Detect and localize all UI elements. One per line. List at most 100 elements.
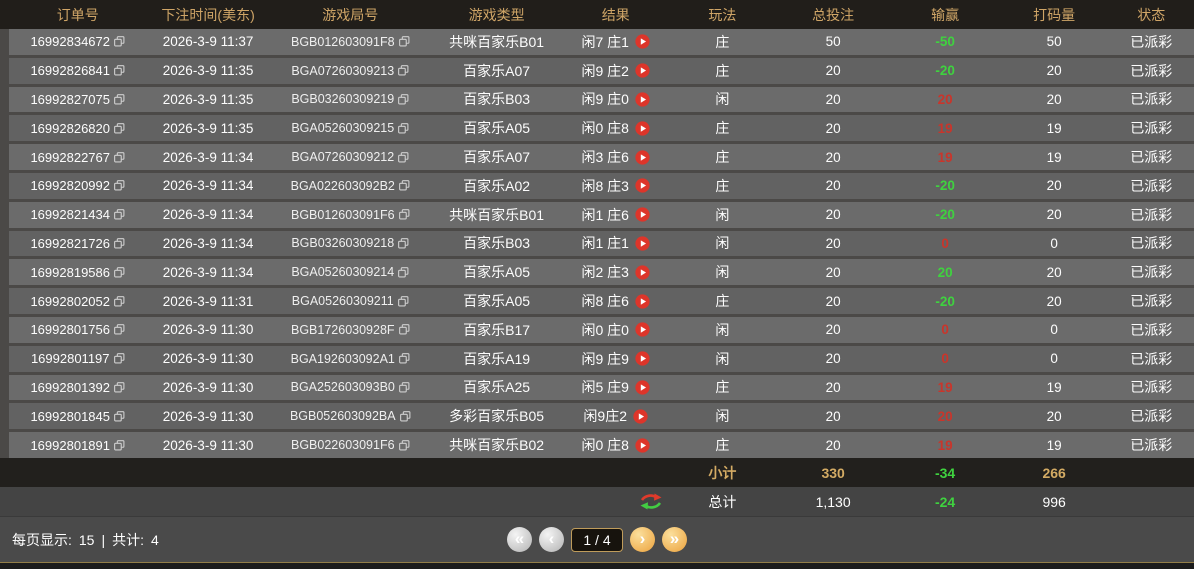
copy-icon[interactable]	[114, 94, 125, 105]
play-icon[interactable]	[635, 207, 650, 222]
turnover: 19	[1046, 120, 1062, 136]
table-row: 16992819586 2026-3-9 11:34 BGA05260309214 百…	[9, 259, 1194, 286]
copy-icon[interactable]	[398, 324, 410, 335]
result-text: 闲1 庄1	[581, 235, 629, 252]
status: 已派彩	[1130, 408, 1173, 425]
table-row: 16992827075 2026-3-9 11:35 BGB03260309219 百…	[9, 86, 1194, 113]
play-icon[interactable]	[633, 409, 648, 424]
copy-icon[interactable]	[114, 65, 125, 76]
copy-icon[interactable]	[114, 209, 125, 220]
play-icon[interactable]	[635, 236, 650, 251]
copy-icon[interactable]	[114, 439, 125, 451]
total-bet: 20	[825, 408, 841, 424]
total-bet: 20	[825, 264, 841, 280]
order-cell: 16992801891	[9, 438, 146, 453]
copy-icon[interactable]	[114, 324, 125, 335]
next-page-button[interactable]: ›	[630, 527, 655, 552]
copy-icon[interactable]	[398, 180, 410, 191]
play-icon[interactable]	[635, 265, 650, 280]
result-text: 闲3 庄6	[581, 149, 629, 166]
order-cell: 16992819586	[9, 265, 146, 280]
play-icon[interactable]	[635, 63, 650, 78]
round-cell: BGA05260309215	[270, 121, 431, 135]
total-row: 总计 1,130 -24 996	[0, 487, 1194, 517]
copy-icon[interactable]	[398, 353, 410, 364]
copy-icon[interactable]	[114, 295, 125, 307]
copy-icon[interactable]	[399, 410, 411, 422]
col-win-loss: 输赢	[931, 6, 960, 23]
col-play: 玩法	[708, 6, 737, 23]
play-icon[interactable]	[635, 121, 650, 136]
play-icon[interactable]	[635, 149, 650, 165]
total-bet: 20	[825, 437, 841, 453]
play-icon[interactable]	[635, 293, 650, 309]
play-icon[interactable]	[635, 437, 650, 453]
copy-icon[interactable]	[114, 266, 125, 278]
last-page-icon: »	[669, 529, 680, 548]
copy-icon[interactable]	[398, 382, 410, 393]
status: 已派彩	[1130, 91, 1173, 108]
result-text: 闲0 庄8	[581, 120, 629, 137]
result-cell: 闲7 庄1	[562, 32, 669, 52]
table-header: 订单号 下注时间(美东) 游戏局号 游戏类型 结果 玩法 总投注 输赢 打码量 …	[0, 0, 1194, 29]
page-indicator-input[interactable]: 1 / 4	[571, 527, 623, 552]
first-page-button[interactable]: «	[507, 527, 532, 552]
copy-icon[interactable]	[114, 238, 125, 249]
table-row: 16992801392 2026-3-9 11:30 BGA252603093B0 百…	[9, 374, 1194, 401]
bet-time: 2026-3-9 11:34	[162, 207, 254, 223]
game-type: 百家乐A07	[463, 149, 531, 166]
play-icon[interactable]	[635, 380, 650, 395]
order-number: 16992801392	[30, 379, 110, 395]
subtotal-turnover: 266	[1042, 464, 1066, 481]
col-status: 状态	[1137, 6, 1166, 23]
swap-icon[interactable]	[639, 493, 663, 510]
turnover: 0	[1050, 351, 1058, 367]
table-row: 16992826820 2026-3-9 11:35 BGA05260309215 百…	[9, 115, 1194, 142]
win-loss: 20	[937, 408, 953, 424]
game-type: 共咪百家乐B01	[449, 206, 545, 223]
copy-icon[interactable]	[114, 151, 125, 163]
turnover: 19	[1046, 379, 1062, 395]
win-loss: 19	[937, 120, 953, 136]
copy-icon[interactable]	[398, 122, 409, 134]
play-icon[interactable]	[635, 351, 650, 366]
game-type: 百家乐A05	[463, 264, 531, 281]
copy-icon[interactable]	[113, 353, 125, 364]
copy-icon[interactable]	[398, 151, 409, 163]
round-number: BGA05260309215	[291, 121, 395, 136]
copy-icon[interactable]	[114, 180, 125, 191]
copy-icon[interactable]	[398, 36, 410, 47]
turnover: 20	[1046, 264, 1062, 280]
copy-icon[interactable]	[114, 382, 125, 393]
play-icon[interactable]	[635, 92, 650, 107]
total-bet: 20	[825, 91, 841, 107]
order-number: 16992826841	[30, 63, 110, 79]
order-number: 16992834672	[30, 34, 110, 50]
copy-icon[interactable]	[114, 410, 125, 422]
copy-icon[interactable]	[398, 209, 410, 220]
turnover: 20	[1046, 91, 1062, 107]
order-number: 16992801756	[30, 322, 110, 338]
prev-page-button[interactable]: ‹	[539, 527, 564, 552]
status: 已派彩	[1130, 177, 1173, 194]
copy-icon[interactable]	[398, 439, 410, 451]
copy-icon[interactable]	[398, 65, 409, 76]
table-row: 16992802052 2026-3-9 11:31 BGA05260309211 百…	[9, 288, 1194, 314]
order-number: 16992827075	[30, 91, 110, 107]
copy-icon[interactable]	[114, 36, 125, 47]
copy-icon[interactable]	[114, 122, 125, 134]
last-page-button[interactable]: »	[662, 527, 687, 552]
play-icon[interactable]	[635, 34, 650, 50]
col-game-type: 游戏类型	[468, 6, 525, 23]
copy-icon[interactable]	[397, 295, 409, 307]
play-icon[interactable]	[635, 322, 650, 338]
play-type: 庄	[715, 149, 730, 166]
result-cell: 闲9 庄0	[562, 89, 669, 109]
copy-icon[interactable]	[398, 238, 409, 249]
order-cell: 16992821726	[9, 236, 146, 251]
total-pages-value: 4	[151, 531, 159, 548]
play-icon[interactable]	[635, 178, 650, 194]
copy-icon[interactable]	[398, 94, 409, 105]
copy-icon[interactable]	[398, 266, 409, 278]
